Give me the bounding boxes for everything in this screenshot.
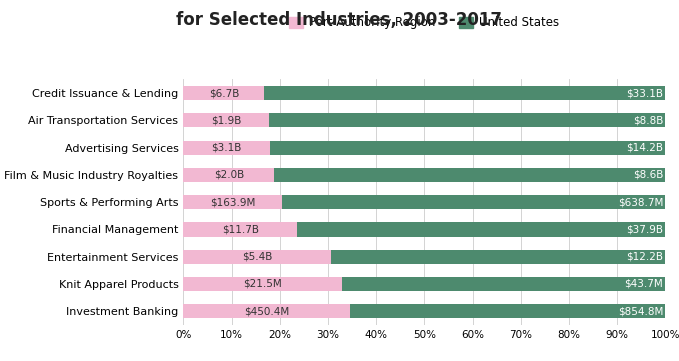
Text: $12.2B: $12.2B [626,252,663,262]
Text: $11.7B: $11.7B [221,225,259,234]
Text: for Selected Industries, 2003-2017: for Selected Industries, 2003-2017 [177,11,502,29]
Bar [183,222,297,236]
Text: $33.1B: $33.1B [626,88,663,98]
Bar [183,277,342,291]
Text: $14.2B: $14.2B [626,143,663,153]
Bar [183,195,282,209]
Text: $37.9B: $37.9B [626,225,663,234]
Bar [183,140,270,155]
Text: $43.7M: $43.7M [624,279,663,289]
Text: $1.9B: $1.9B [211,115,241,125]
Bar [183,86,265,100]
Text: $21.5M: $21.5M [244,279,282,289]
Text: $8.8B: $8.8B [633,115,663,125]
Text: $5.4B: $5.4B [242,252,272,262]
Bar [274,168,665,182]
Legend: Port Authority Region, United States: Port Authority Region, United States [285,12,564,34]
Bar [342,277,665,291]
Bar [183,304,350,318]
Bar [183,168,274,182]
Text: $854.8M: $854.8M [618,306,663,316]
Bar [265,86,665,100]
Text: $2.0B: $2.0B [214,170,244,180]
Bar [269,113,665,127]
Bar [270,140,665,155]
Bar [282,195,665,209]
Text: $450.4M: $450.4M [244,306,289,316]
Text: $163.9M: $163.9M [210,197,255,207]
Text: $6.7B: $6.7B [208,88,239,98]
Bar [297,222,665,236]
Bar [183,113,269,127]
Bar [331,249,665,264]
Bar [183,249,331,264]
Text: $638.7M: $638.7M [618,197,663,207]
Text: $3.1B: $3.1B [211,143,242,153]
Text: $8.6B: $8.6B [633,170,663,180]
Bar [350,304,665,318]
